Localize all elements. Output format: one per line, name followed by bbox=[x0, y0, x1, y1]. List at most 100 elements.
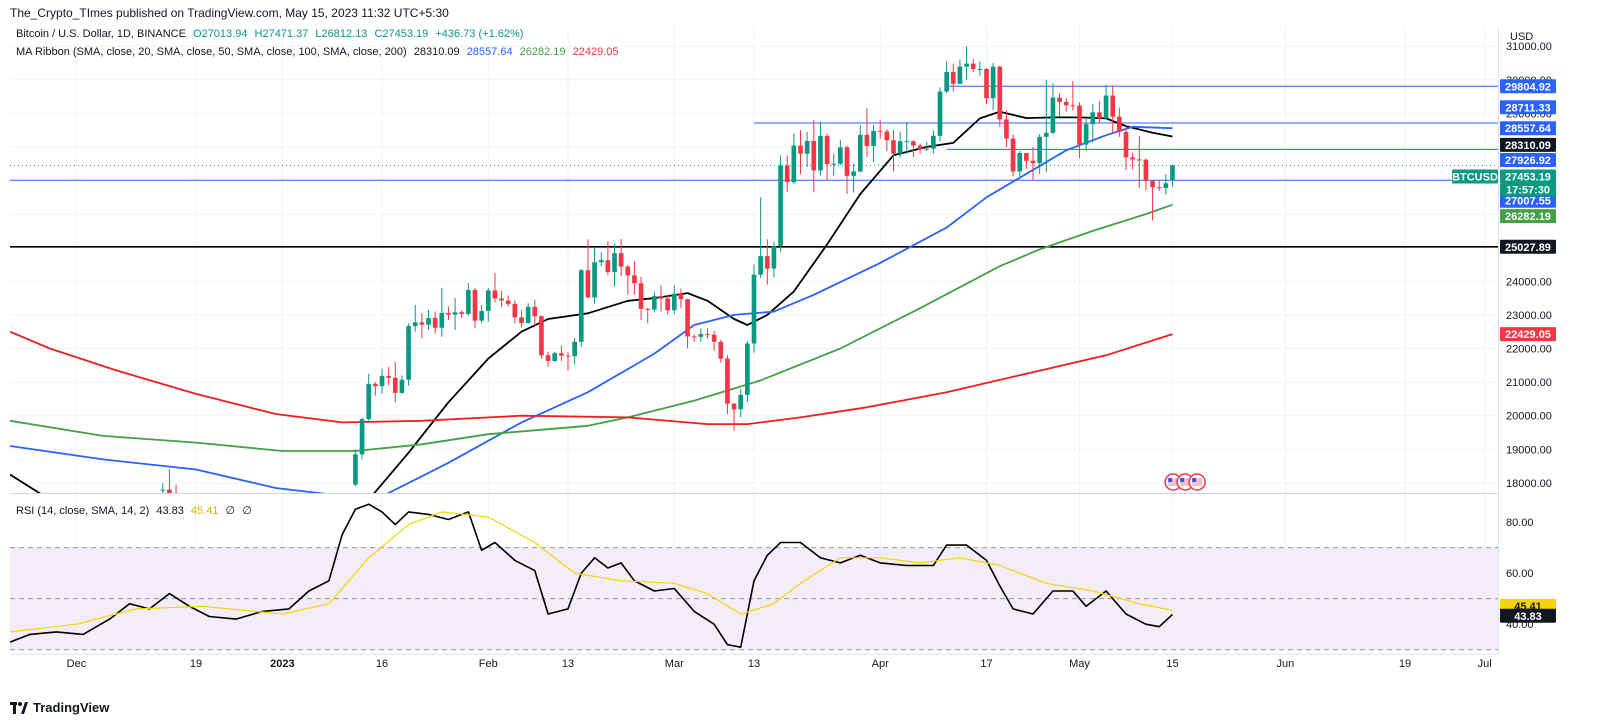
price-tag-label: 27453.19 bbox=[1505, 172, 1551, 184]
date-tick-label: 17 bbox=[980, 658, 992, 670]
candle bbox=[612, 243, 617, 287]
candle bbox=[392, 361, 398, 403]
candle-body bbox=[758, 256, 763, 275]
candle-body bbox=[857, 134, 863, 172]
candle bbox=[758, 197, 763, 278]
candle-body bbox=[1057, 97, 1062, 102]
candle bbox=[685, 298, 690, 349]
price-tags: 29804.92 28711.33 28557.64 28310.09 27926.92… bbox=[1452, 79, 1556, 623]
candle bbox=[698, 328, 704, 342]
candle-body bbox=[1136, 159, 1142, 161]
moving-averages bbox=[10, 110, 1173, 493]
candle-body bbox=[771, 246, 777, 269]
candle bbox=[1136, 135, 1142, 188]
candle-body bbox=[167, 489, 172, 493]
candle-body bbox=[851, 171, 856, 176]
date-tick-label: May bbox=[1069, 658, 1090, 670]
price-tag-label: 26282.19 bbox=[1505, 211, 1551, 223]
candle-body bbox=[466, 290, 471, 314]
candle bbox=[359, 417, 365, 460]
rsi-title: RSI (14, close, SMA, 14, 2) bbox=[16, 505, 150, 517]
event-flag-icon[interactable] bbox=[1188, 473, 1206, 491]
price-tag-label: 22429.05 bbox=[1505, 329, 1551, 341]
candle-body bbox=[824, 135, 830, 165]
candle-body bbox=[598, 260, 604, 263]
candle bbox=[499, 290, 504, 307]
change-value: +436.73 (+1.62%) bbox=[435, 28, 524, 40]
candle bbox=[831, 153, 837, 176]
date-tick-label: 13 bbox=[748, 658, 760, 670]
date-tick-label: Feb bbox=[479, 658, 498, 670]
candle-body bbox=[778, 165, 783, 247]
candle bbox=[937, 87, 943, 142]
tradingview-icon bbox=[10, 701, 28, 714]
candle bbox=[459, 309, 465, 319]
candle bbox=[1143, 158, 1149, 191]
ma-line bbox=[10, 330, 1173, 425]
candle-body bbox=[818, 135, 823, 171]
price-tag-label: 28711.33 bbox=[1505, 102, 1550, 114]
candle-body bbox=[884, 131, 890, 141]
candle-body bbox=[891, 140, 896, 154]
price-tag-label: 28310.09 bbox=[1505, 140, 1551, 152]
event-flag-canton bbox=[1192, 478, 1197, 482]
candle-body bbox=[632, 275, 637, 284]
rsi-ma-line bbox=[10, 511, 1173, 633]
low-value: L26812.13 bbox=[315, 28, 368, 40]
candle-body bbox=[1070, 105, 1076, 107]
candle-body bbox=[671, 293, 677, 311]
date-tick-label: 15 bbox=[1166, 658, 1178, 670]
event-flag-body bbox=[1192, 478, 1203, 486]
price-tag: 28711.33 bbox=[1500, 100, 1556, 115]
candle-body bbox=[904, 141, 910, 143]
tradingview-logo[interactable]: TradingView bbox=[10, 700, 109, 715]
date-tick-label: 13 bbox=[562, 658, 574, 670]
event-flag-icon[interactable] bbox=[1164, 473, 1182, 491]
symbol-tag-box bbox=[1452, 169, 1498, 184]
candle bbox=[419, 313, 425, 339]
candle-body bbox=[1050, 97, 1056, 133]
candle-body bbox=[1163, 183, 1169, 188]
candle bbox=[864, 108, 870, 158]
candle-body bbox=[698, 334, 704, 337]
candle bbox=[711, 330, 717, 351]
candle bbox=[1117, 107, 1122, 137]
candle bbox=[658, 285, 664, 312]
candlesticks[interactable] bbox=[160, 46, 1175, 513]
candle-body bbox=[379, 376, 385, 387]
price-tag-label: 27007.55 bbox=[1505, 196, 1551, 208]
ma-title: MA Ribbon (SMA, close, 20, SMA, close, 5… bbox=[16, 46, 407, 58]
candle-body bbox=[1024, 152, 1029, 161]
date-tick-label: Jul bbox=[1478, 658, 1492, 670]
candle-body bbox=[638, 283, 644, 309]
price-tag-box bbox=[1500, 100, 1556, 115]
candle bbox=[1130, 152, 1135, 170]
candle-body bbox=[1130, 157, 1135, 160]
candle bbox=[851, 163, 856, 193]
candle bbox=[871, 125, 876, 163]
date-tick-label: Apr bbox=[872, 658, 889, 670]
candle-body bbox=[353, 454, 358, 485]
candle bbox=[645, 307, 651, 324]
candle bbox=[964, 46, 969, 80]
candle-body bbox=[366, 383, 372, 420]
time-axis[interactable]: Dec 19 2023 16 Feb 13 Mar 13 Apr 17 May 15 Jun 19 Jul bbox=[67, 658, 1492, 670]
candle-body bbox=[459, 312, 465, 314]
event-markers[interactable] bbox=[1164, 473, 1206, 491]
candle-body bbox=[705, 334, 710, 336]
candle bbox=[784, 155, 790, 193]
candle-body bbox=[950, 72, 956, 84]
candle bbox=[984, 67, 989, 105]
ma200-value: 22429.05 bbox=[572, 46, 619, 58]
candle-body bbox=[645, 308, 651, 310]
candle-body bbox=[512, 303, 518, 318]
candle bbox=[764, 239, 770, 285]
candle-body bbox=[1017, 152, 1023, 172]
candle bbox=[990, 62, 996, 110]
candle bbox=[406, 323, 411, 386]
candle bbox=[1010, 134, 1016, 177]
price-tag: 28557.64 bbox=[1500, 121, 1556, 136]
candle bbox=[778, 155, 783, 252]
tradingview-brand: TradingView bbox=[33, 700, 110, 715]
